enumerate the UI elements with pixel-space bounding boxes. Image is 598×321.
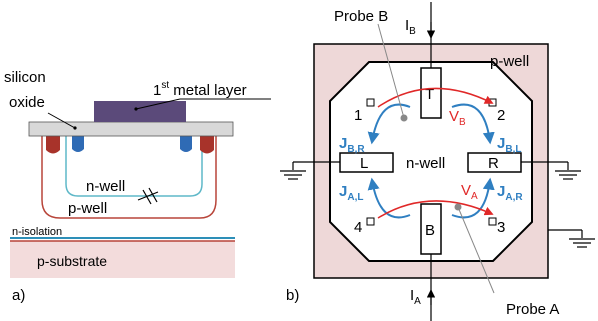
contact-bottom-label: B	[425, 222, 435, 239]
p-well-label: p-well	[490, 53, 529, 70]
probe-a-line	[457, 206, 495, 294]
metal-layer	[94, 101, 186, 122]
probe-b-line	[377, 23, 405, 119]
p-contact-right	[200, 136, 214, 154]
current-a-label: IA	[410, 287, 421, 307]
ground-left	[280, 161, 340, 180]
n-contact-left	[72, 136, 84, 152]
j-a-r-label: JA,R	[497, 183, 523, 203]
n-isolation-label: n-isolation	[12, 226, 62, 238]
j-a-l-label: JA,L	[339, 183, 363, 203]
corner-label-1: 1	[354, 107, 362, 124]
ground-right	[521, 161, 581, 180]
probe-a-tip	[454, 203, 462, 211]
metal-layer-pointer	[134, 98, 181, 111]
probe-a-label: Probe A	[506, 301, 559, 318]
p-contact-left	[46, 136, 60, 154]
corner-pad-4	[366, 217, 375, 226]
ground-pwell	[548, 229, 595, 248]
silicon-oxide-label-line1: silicon	[4, 69, 46, 86]
probe-b-label: Probe B	[334, 8, 388, 25]
voltage-a-label: VA	[461, 182, 478, 202]
p-substrate-region	[10, 241, 235, 278]
p-substrate-label: p-substrate	[37, 253, 107, 269]
contact-bottom	[420, 203, 442, 255]
diode-symbol	[137, 187, 159, 205]
contact-top-label: T	[425, 86, 434, 103]
j-b-r-label: JB,R	[339, 135, 365, 155]
n-well-octagon	[329, 61, 533, 262]
corner-pad-1	[366, 98, 375, 107]
current-arc-a-right	[451, 177, 495, 219]
corner-pad-3	[488, 217, 497, 226]
n-well-label: n-well	[406, 155, 445, 172]
silicon-oxide-layer	[28, 121, 234, 137]
voltage-arc-b	[377, 87, 494, 108]
silicon-oxide-pointer	[47, 112, 77, 130]
probe-b-tip	[400, 114, 408, 122]
p-well-contour	[41, 136, 217, 219]
current-b-label: IB	[405, 17, 416, 37]
panel-b-tag: b)	[286, 287, 299, 304]
current-arc-b-right	[451, 103, 495, 145]
contact-left-label: L	[360, 155, 368, 172]
current-arc-b-left	[367, 103, 411, 145]
metal-layer-label: 1st metal layer	[153, 80, 247, 99]
n-well-label: n-well	[86, 178, 125, 195]
corner-label-2: 2	[497, 107, 505, 124]
contact-right-label: R	[488, 155, 499, 172]
corner-label-4: 4	[354, 219, 362, 236]
panel-b: T B L R 1 2 3 4 n-well p-well Probe B Pr…	[280, 2, 595, 321]
n-contact-right	[180, 136, 192, 152]
silicon-oxide-label-line2: oxide	[9, 94, 45, 111]
n-well-contour	[65, 136, 203, 197]
p-well-label: p-well	[68, 200, 107, 217]
voltage-arc-a	[377, 200, 494, 219]
corner-label-3: 3	[497, 219, 505, 236]
panel-a-tag: a)	[12, 287, 25, 304]
panel-a: silicon oxide 1st metal layer n-well p-w…	[4, 69, 271, 304]
voltage-b-label: VB	[449, 108, 466, 128]
contact-top	[420, 67, 442, 119]
current-arc-a-left	[367, 177, 411, 219]
contact-right	[467, 152, 522, 173]
j-b-l-label: JB,L	[497, 135, 521, 155]
contact-left	[339, 152, 394, 173]
